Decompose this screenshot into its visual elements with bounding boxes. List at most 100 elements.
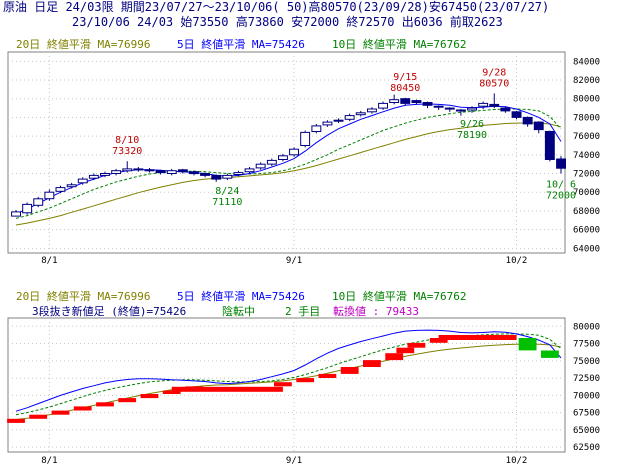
candle [244,168,255,173]
candle [278,155,288,161]
upper-y-tick-label: 78000 [573,113,600,123]
new-price-block [518,338,537,351]
ma20-line [15,122,562,226]
candle [233,172,244,176]
plateau-bar [171,386,283,392]
reversal-value: 転換値 : 79433 [333,305,419,318]
candle [200,173,211,176]
header-line-2: 23/10/06 24/03 始73550 高73860 安72000 終725… [0,15,624,30]
lower-ma5-line [15,329,562,412]
upper-y-tick-label: 80000 [573,95,600,105]
header-text-2: 23/10/06 24/03 始73550 高73860 安72000 終725… [72,15,503,29]
annotation-date: 9/15 [393,72,417,83]
candle [66,184,77,188]
annotation-value: 71110 [212,197,242,208]
candle [22,203,33,214]
new-price-block [96,402,114,407]
lower-y-tick-label: 67500 [573,409,600,419]
ma5-legend-lower: 5日 終値平滑 MA=75426 [177,290,305,303]
upper-y-tick-label: 82000 [573,76,600,86]
upper-x-tick-label: 9/1 [286,256,302,266]
annotation-value: 80570 [479,78,509,89]
candle [422,102,433,106]
candle [522,116,533,125]
candle [166,170,177,174]
upper-y-tick-label: 70000 [573,188,600,198]
new-price-block [140,394,159,399]
candle [400,98,411,104]
lower-x-tick-label: 8/1 [41,456,57,466]
annotation-value: 73320 [112,146,142,157]
candle [367,108,377,113]
annotation-date: 9/26 [460,119,484,130]
lower-x-tick-label: 10/2 [506,456,528,466]
upper-y-tick-label: 84000 [573,57,600,67]
new-price-block [407,342,426,348]
upper-y-tick-label: 74000 [573,151,600,161]
candle [433,105,444,108]
candle [533,121,544,131]
candle [211,174,222,180]
lower-y-tick-label: 70000 [573,391,600,401]
candle [255,163,266,169]
candle [389,99,400,103]
candle [155,170,166,174]
lower-y-tick-label: 62500 [573,443,600,453]
candle [11,211,21,217]
upper-x-tick-label: 8/1 [41,256,57,266]
candle [55,187,66,192]
new-price-block [363,360,381,367]
upper-y-tick-label: 72000 [573,170,600,180]
candle [378,102,389,109]
header-line-1: 原油 日足 24/03限 期間23/07/27～23/10/06( 50)高80… [0,0,624,15]
new-price-block [29,414,48,419]
upper-x-tick-label: 10/2 [506,256,528,266]
upper-y-tick-label: 76000 [573,132,600,142]
new-price-block [296,378,315,383]
new-price-block [185,386,203,391]
candle [444,107,455,110]
candle [344,115,355,120]
new-price-block [429,338,448,343]
candle [311,125,322,133]
candle [266,159,277,165]
candle [455,109,466,112]
ma10-line [15,108,562,219]
kagi-label: 3段抜き新値足 (終値)=75426 [32,305,187,318]
annotation-date: 9/28 [482,67,506,78]
trend-state: 陰転中 [222,305,255,318]
new-price-block [396,347,415,354]
upper-y-tick-label: 68000 [573,207,600,217]
new-price-block [51,410,70,415]
candle [44,191,55,200]
candle [489,103,500,107]
ma10-legend: 10日 終値平滑 MA=76762 [332,38,467,51]
candle [478,102,489,107]
annotation-date: 10/ 6 [546,180,576,191]
lower-y-tick-label: 72500 [573,374,600,384]
new-price-block [7,418,25,423]
annotation-value: 80450 [390,83,420,94]
ma20-legend: 20日 終値平滑 MA=76996 [16,38,151,51]
new-price-block [541,350,559,358]
trend-step: 2 手目 [285,305,321,318]
candle [500,107,511,112]
new-price-block [340,367,359,374]
candle [300,131,311,146]
candle [222,174,233,179]
new-price-block [162,390,181,394]
annotation-date: 8/10 [115,135,139,146]
candle [122,168,133,172]
candle [544,131,555,160]
candle [467,107,478,111]
candle [322,121,333,126]
annotation-date: 8/24 [215,186,239,197]
candle [333,119,344,122]
plateau-bar [438,335,517,340]
new-price-block [118,398,137,403]
lower-y-tick-label: 77500 [573,340,600,350]
upper-plot-area [7,51,566,254]
